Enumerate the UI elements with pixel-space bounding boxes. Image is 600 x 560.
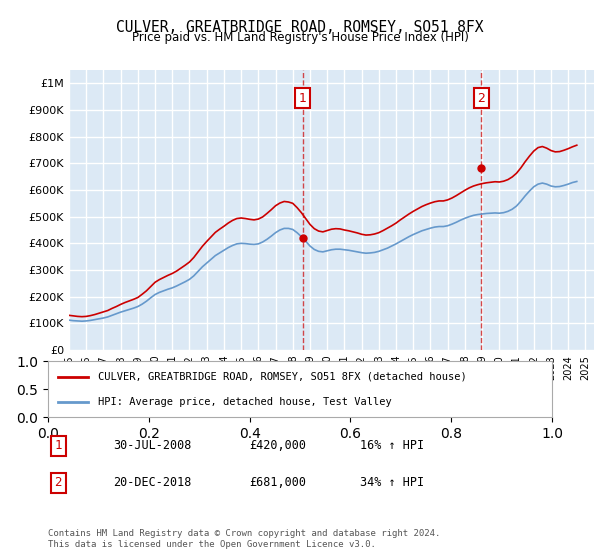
Text: HPI: Average price, detached house, Test Valley: HPI: Average price, detached house, Test… (98, 396, 392, 407)
Text: 2: 2 (55, 477, 62, 489)
Text: 34% ↑ HPI: 34% ↑ HPI (361, 477, 425, 489)
Text: Contains HM Land Registry data © Crown copyright and database right 2024.
This d: Contains HM Land Registry data © Crown c… (48, 529, 440, 549)
Text: CULVER, GREATBRIDGE ROAD, ROMSEY, SO51 8FX (detached house): CULVER, GREATBRIDGE ROAD, ROMSEY, SO51 8… (98, 372, 467, 382)
Text: 2: 2 (478, 91, 485, 105)
Text: Price paid vs. HM Land Registry's House Price Index (HPI): Price paid vs. HM Land Registry's House … (131, 31, 469, 44)
Text: 30-JUL-2008: 30-JUL-2008 (113, 440, 192, 452)
Text: 1: 1 (299, 91, 307, 105)
Text: CULVER, GREATBRIDGE ROAD, ROMSEY, SO51 8FX: CULVER, GREATBRIDGE ROAD, ROMSEY, SO51 8… (116, 20, 484, 35)
Text: £681,000: £681,000 (250, 477, 307, 489)
Text: £420,000: £420,000 (250, 440, 307, 452)
Text: 16% ↑ HPI: 16% ↑ HPI (361, 440, 425, 452)
Text: 1: 1 (55, 440, 62, 452)
Text: 20-DEC-2018: 20-DEC-2018 (113, 477, 192, 489)
